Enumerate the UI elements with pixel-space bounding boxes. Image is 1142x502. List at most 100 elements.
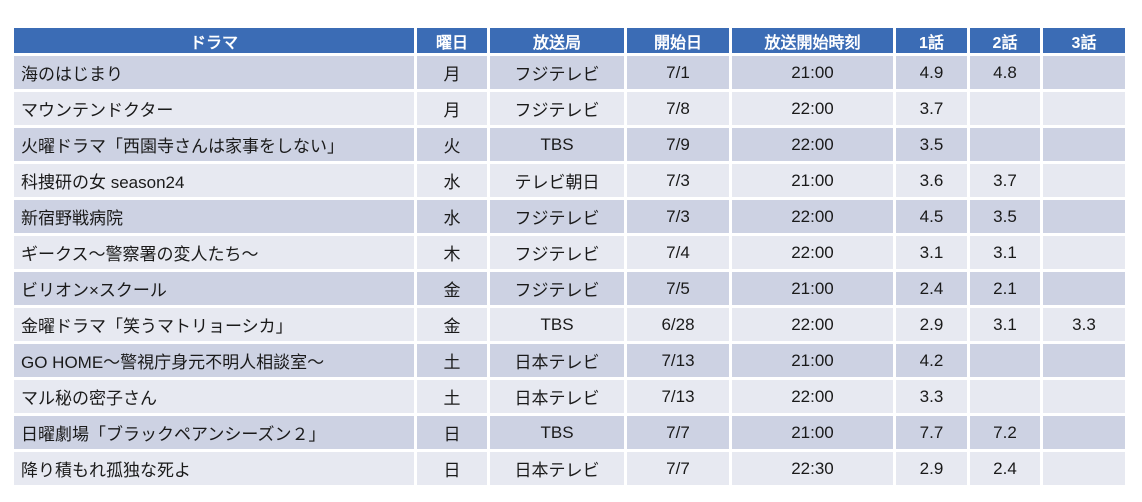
cell-ep1-rating: 7.7 [896, 416, 967, 449]
cell-start-date: 7/7 [627, 416, 729, 449]
cell-drama-title: 降り積もれ孤独な死よ [14, 452, 414, 485]
cell-ep1-rating: 2.4 [896, 272, 967, 305]
table-row: マウンテンドクター 月 フジテレビ 7/8 22:00 3.7 [14, 92, 1125, 125]
cell-ep2-rating: 3.1 [970, 236, 1040, 269]
cell-ep1-rating: 4.9 [896, 56, 967, 89]
cell-drama-title: 科捜研の女 season24 [14, 164, 414, 197]
cell-ep3-rating: 3.3 [1043, 308, 1125, 341]
cell-ep1-rating: 3.5 [896, 128, 967, 161]
cell-day: 月 [417, 56, 487, 89]
cell-network: フジテレビ [490, 236, 624, 269]
cell-network: フジテレビ [490, 272, 624, 305]
cell-ep2-rating [970, 380, 1040, 413]
cell-start-time: 21:00 [732, 272, 893, 305]
cell-start-time: 21:00 [732, 344, 893, 377]
cell-start-time: 22:00 [732, 128, 893, 161]
cell-ep3-rating [1043, 128, 1125, 161]
cell-ep2-rating: 3.1 [970, 308, 1040, 341]
cell-start-time: 22:30 [732, 452, 893, 485]
cell-day: 水 [417, 164, 487, 197]
cell-ep3-rating [1043, 272, 1125, 305]
cell-drama-title: マル秘の密子さん [14, 380, 414, 413]
cell-network: フジテレビ [490, 200, 624, 233]
cell-start-date: 7/13 [627, 380, 729, 413]
cell-day: 日 [417, 452, 487, 485]
cell-ep2-rating: 3.7 [970, 164, 1040, 197]
table-body: 海のはじまり 月 フジテレビ 7/1 21:00 4.9 4.8 マウンテンドク… [14, 56, 1125, 485]
cell-network: TBS [490, 416, 624, 449]
cell-start-date: 7/9 [627, 128, 729, 161]
column-header-network: 放送局 [490, 28, 624, 53]
cell-network: フジテレビ [490, 56, 624, 89]
cell-ep2-rating: 2.4 [970, 452, 1040, 485]
cell-ep2-rating [970, 344, 1040, 377]
cell-ep2-rating: 7.2 [970, 416, 1040, 449]
table-row: 海のはじまり 月 フジテレビ 7/1 21:00 4.9 4.8 [14, 56, 1125, 89]
cell-start-date: 6/28 [627, 308, 729, 341]
cell-start-date: 7/8 [627, 92, 729, 125]
cell-ep1-rating: 3.3 [896, 380, 967, 413]
header-row: ドラマ 曜日 放送局 開始日 放送開始時刻 1話 2話 3話 [14, 28, 1125, 53]
cell-start-time: 22:00 [732, 236, 893, 269]
cell-drama-title: GO HOME～警視庁身元不明人相談室～ [14, 344, 414, 377]
cell-network: 日本テレビ [490, 380, 624, 413]
cell-day: 金 [417, 272, 487, 305]
cell-start-date: 7/7 [627, 452, 729, 485]
table-row: 科捜研の女 season24 水 テレビ朝日 7/3 21:00 3.6 3.7 [14, 164, 1125, 197]
column-header-ep1: 1話 [896, 28, 967, 53]
table-row: 新宿野戦病院 水 フジテレビ 7/3 22:00 4.5 3.5 [14, 200, 1125, 233]
cell-start-time: 21:00 [732, 416, 893, 449]
cell-ep1-rating: 4.5 [896, 200, 967, 233]
cell-network: フジテレビ [490, 92, 624, 125]
cell-start-date: 7/3 [627, 200, 729, 233]
cell-ep3-rating [1043, 380, 1125, 413]
table-row: 日曜劇場「ブラックペアンシーズン２」 日 TBS 7/7 21:00 7.7 7… [14, 416, 1125, 449]
cell-drama-title: ギークス～警察署の変人たち～ [14, 236, 414, 269]
table-row: GO HOME～警視庁身元不明人相談室～ 土 日本テレビ 7/13 21:00 … [14, 344, 1125, 377]
cell-ep3-rating [1043, 416, 1125, 449]
cell-ep3-rating [1043, 92, 1125, 125]
cell-day: 月 [417, 92, 487, 125]
column-header-drama: ドラマ [14, 28, 414, 53]
cell-ep3-rating [1043, 344, 1125, 377]
cell-network: テレビ朝日 [490, 164, 624, 197]
table-row: ビリオン×スクール 金 フジテレビ 7/5 21:00 2.4 2.1 [14, 272, 1125, 305]
cell-ep3-rating [1043, 164, 1125, 197]
cell-ep3-rating [1043, 56, 1125, 89]
column-header-start-time: 放送開始時刻 [732, 28, 893, 53]
cell-start-date: 7/5 [627, 272, 729, 305]
table-row: 火曜ドラマ「西園寺さんは家事をしない」 火 TBS 7/9 22:00 3.5 [14, 128, 1125, 161]
cell-ep1-rating: 3.7 [896, 92, 967, 125]
cell-network: 日本テレビ [490, 452, 624, 485]
cell-drama-title: マウンテンドクター [14, 92, 414, 125]
cell-drama-title: 新宿野戦病院 [14, 200, 414, 233]
cell-drama-title: 海のはじまり [14, 56, 414, 89]
cell-ep3-rating [1043, 452, 1125, 485]
cell-day: 木 [417, 236, 487, 269]
cell-drama-title: ビリオン×スクール [14, 272, 414, 305]
table-row: ギークス～警察署の変人たち～ 木 フジテレビ 7/4 22:00 3.1 3.1 [14, 236, 1125, 269]
cell-network: TBS [490, 308, 624, 341]
column-header-day: 曜日 [417, 28, 487, 53]
cell-start-date: 7/13 [627, 344, 729, 377]
cell-network: TBS [490, 128, 624, 161]
cell-start-time: 21:00 [732, 56, 893, 89]
cell-ep1-rating: 3.6 [896, 164, 967, 197]
cell-ep2-rating: 4.8 [970, 56, 1040, 89]
column-header-start-date: 開始日 [627, 28, 729, 53]
cell-ep1-rating: 2.9 [896, 452, 967, 485]
cell-ep1-rating: 2.9 [896, 308, 967, 341]
column-header-ep3: 3話 [1043, 28, 1125, 53]
cell-start-date: 7/1 [627, 56, 729, 89]
table-row: 金曜ドラマ「笑うマトリョーシカ」 金 TBS 6/28 22:00 2.9 3.… [14, 308, 1125, 341]
column-header-ep2: 2話 [970, 28, 1040, 53]
cell-ep2-rating: 2.1 [970, 272, 1040, 305]
cell-day: 土 [417, 380, 487, 413]
cell-start-date: 7/3 [627, 164, 729, 197]
cell-ep3-rating [1043, 236, 1125, 269]
cell-start-time: 21:00 [732, 164, 893, 197]
table-row: マル秘の密子さん 土 日本テレビ 7/13 22:00 3.3 [14, 380, 1125, 413]
cell-network: 日本テレビ [490, 344, 624, 377]
cell-day: 土 [417, 344, 487, 377]
